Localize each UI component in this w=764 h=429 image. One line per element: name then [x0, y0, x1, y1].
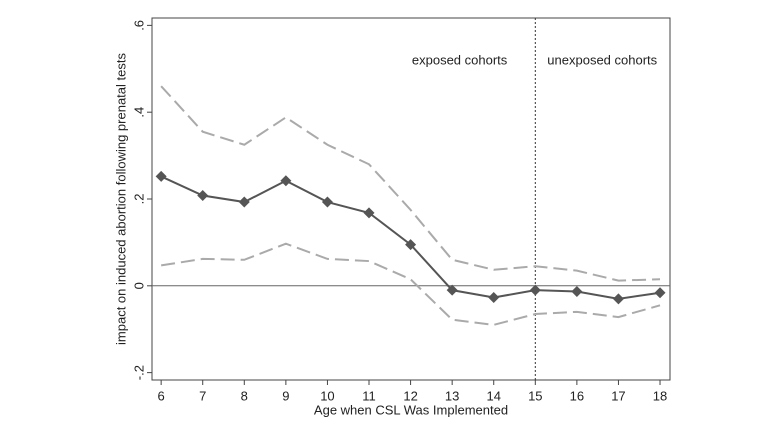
x-tick-label: 9 [282, 388, 289, 403]
x-tick-label: 17 [611, 388, 625, 403]
x-tick-label: 12 [403, 388, 417, 403]
series-line [160, 85, 661, 282]
point-marker [280, 175, 292, 187]
point-marker [238, 196, 250, 208]
point-marker [321, 196, 333, 208]
x-tick-label: 8 [241, 388, 248, 403]
point-marker [488, 292, 500, 304]
point-marker [405, 239, 417, 251]
y-tick-label: .2 [131, 194, 146, 205]
series-line [160, 242, 661, 326]
y-tick-label: 0 [131, 282, 146, 289]
point-marker [529, 284, 541, 296]
point-marker [571, 285, 583, 297]
x-tick-label: 13 [445, 388, 459, 403]
x-tick-label: 18 [653, 388, 667, 403]
point-marker [446, 284, 458, 296]
point-marker [363, 207, 375, 219]
y-tick-label: -.2 [131, 365, 146, 380]
point-marker [155, 170, 167, 182]
y-tick-label: .6 [131, 20, 146, 31]
y-axis-title: impact on induced abortion following pre… [113, 53, 128, 345]
point-marker [612, 293, 624, 305]
point-marker [654, 287, 666, 299]
x-tick-label: 16 [570, 388, 584, 403]
annotation: exposed cohorts [412, 52, 508, 67]
annotation: unexposed cohorts [547, 52, 657, 67]
x-tick-label: 6 [158, 388, 165, 403]
x-tick-label: 15 [528, 388, 542, 403]
x-tick-label: 11 [362, 388, 376, 403]
x-tick-label: 7 [199, 388, 206, 403]
y-tick-label: .4 [131, 107, 146, 118]
x-tick-label: 14 [486, 388, 500, 403]
x-axis-title: Age when CSL Was Implemented [314, 402, 508, 417]
x-tick-label: 10 [320, 388, 334, 403]
point-marker [197, 190, 209, 202]
